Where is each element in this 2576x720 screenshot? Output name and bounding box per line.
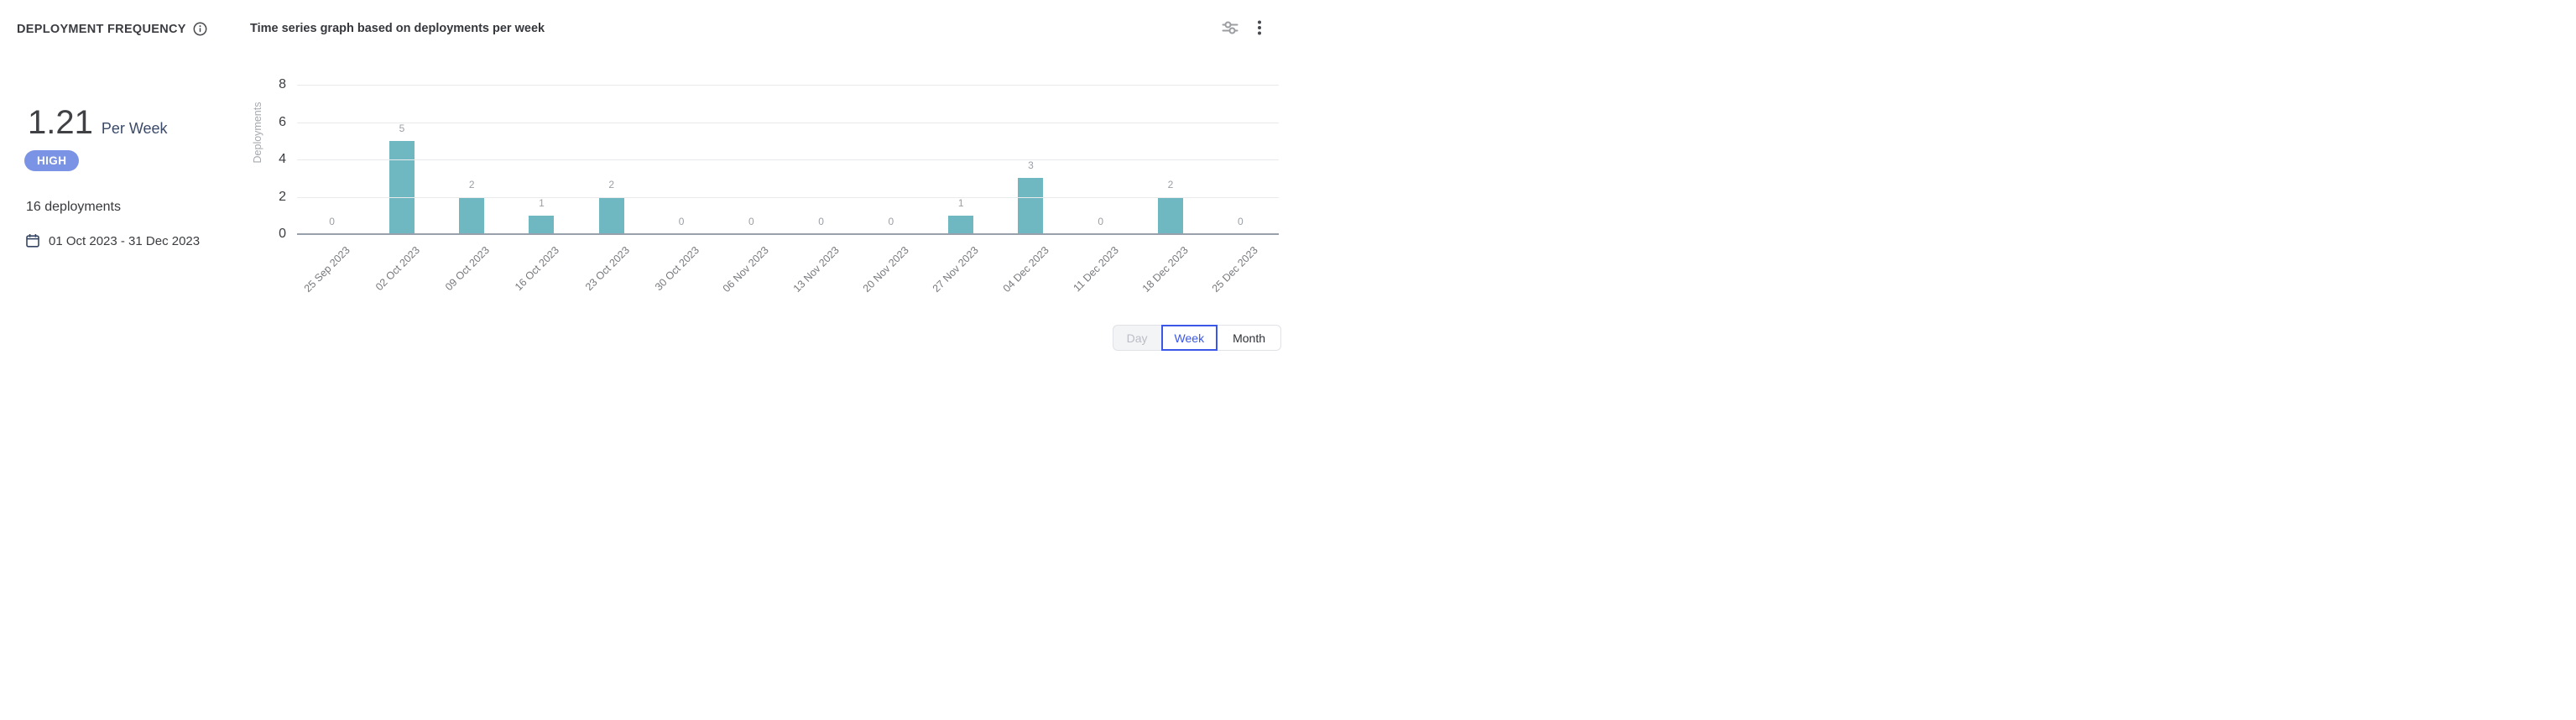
bar-slot: 3 04 Dec 2023 [996,85,1066,295]
bar-value-label: 0 [678,216,685,227]
bar-value-label: 0 [329,216,335,227]
bar-09-oct-2023[interactable] [459,196,485,234]
x-axis-label: 25 Dec 2023 [1210,244,1261,295]
x-axis-label: 23 Oct 2023 [582,244,632,294]
total-deployments: 16 deployments [26,200,121,214]
gridline [297,196,1279,198]
y-axis-tick: 2 [279,189,286,204]
bar-slot: 1 27 Nov 2023 [926,85,996,295]
bar-value-label: 2 [468,178,475,190]
x-axis-label: 13 Nov 2023 [790,244,842,295]
x-axis-label: 25 Sep 2023 [301,244,352,295]
y-axis-tick: 8 [279,77,286,91]
rating-badge: HIGH [24,150,80,171]
x-axis-line [297,233,1279,235]
x-axis-label: 18 Dec 2023 [1139,244,1191,295]
y-axis-tick: 4 [279,152,286,166]
bar-slot: 0 30 Oct 2023 [646,85,716,293]
bar-slot: 2 18 Dec 2023 [1135,85,1205,295]
y-axis-tick: 6 [279,114,286,129]
bar-value-label: 2 [1167,178,1174,190]
bar-04-dec-2023[interactable] [1018,178,1044,234]
y-axis-tick: 0 [279,227,286,241]
bar-slot: 0 25 Sep 2023 [297,85,367,295]
kebab-menu-icon[interactable] [1251,18,1268,37]
bar-value-label: 5 [399,122,405,134]
bar-slot: 0 13 Nov 2023 [786,85,856,295]
bar-slot: 1 16 Oct 2023 [507,85,576,293]
bar-slot: 2 23 Oct 2023 [576,85,646,294]
plot-area: Deployments 0 25 Sep 2023 5 02 Oct 2023 2 09 … [252,77,1279,295]
bar-value-label: 0 [1237,216,1244,227]
gridline [297,159,1279,160]
x-axis-label: 16 Oct 2023 [513,244,562,294]
bar-slot: 0 25 Dec 2023 [1206,85,1275,295]
x-axis-label: 06 Nov 2023 [721,244,772,295]
x-axis-label: 11 Dec 2023 [1071,244,1121,295]
bar-27-nov-2023[interactable] [948,215,974,234]
bar-value-label: 0 [1098,216,1104,227]
info-icon[interactable] [193,22,207,36]
frequency-stat: 1.21 Per Week [28,104,168,142]
bar-value-label: 3 [1028,159,1034,172]
x-axis-label: 02 Oct 2023 [373,244,422,294]
bar-23-oct-2023[interactable] [598,196,624,234]
gridline [297,85,1279,86]
bar-slot: 0 20 Nov 2023 [856,85,926,295]
week-toggle-button[interactable]: Week [1160,325,1218,351]
bar-02-oct-2023[interactable] [388,140,415,234]
bar-16-oct-2023[interactable] [529,215,555,234]
date-range-row: 01 Oct 2023 - 31 Dec 2023 [25,233,200,248]
bar-slot: 0 06 Nov 2023 [717,85,786,295]
x-axis-label: 30 Oct 2023 [652,244,701,294]
date-range-text: 01 Oct 2023 - 31 Dec 2023 [49,233,201,248]
month-toggle-button[interactable]: Month [1218,325,1281,351]
bar-value-label: 0 [888,216,894,227]
bar-slot: 2 09 Oct 2023 [437,85,507,294]
day-toggle-button[interactable]: Day [1112,325,1161,351]
bar-slot: 5 02 Oct 2023 [367,85,436,293]
bar-value-label: 1 [957,196,964,209]
bar-18-dec-2023[interactable] [1158,196,1184,234]
granularity-toggle: Day Week Month [1112,325,1281,351]
panel-title-text: DEPLOYMENT FREQUENCY [17,22,186,36]
frequency-value: 1.21 [28,104,93,141]
x-axis-label: 27 Nov 2023 [931,244,982,295]
bar-value-label: 0 [818,216,824,227]
calendar-icon [25,233,40,248]
bar-value-label: 2 [608,178,615,190]
deployment-frequency-widget: DEPLOYMENT FREQUENCY Time series graph b… [0,0,1288,360]
tune-filters-icon[interactable] [1221,18,1239,37]
bar-value-label: 0 [748,216,754,227]
frequency-unit: Per Week [101,120,168,137]
panel-title: DEPLOYMENT FREQUENCY [17,22,207,36]
chart-title: Time series graph based on deployments p… [250,22,545,35]
y-axis-title: Deployments [252,102,263,164]
bar-slots: 0 25 Sep 2023 5 02 Oct 2023 2 09 Oct 2023 1 16 … [297,85,1275,295]
x-axis-label: 09 Oct 2023 [443,244,493,294]
bar-slot: 0 11 Dec 2023 [1066,85,1135,294]
x-axis-label: 20 Nov 2023 [860,244,911,295]
x-axis-label: 04 Dec 2023 [1000,244,1051,295]
bar-value-label: 1 [539,196,545,209]
header-actions [1221,18,1268,37]
